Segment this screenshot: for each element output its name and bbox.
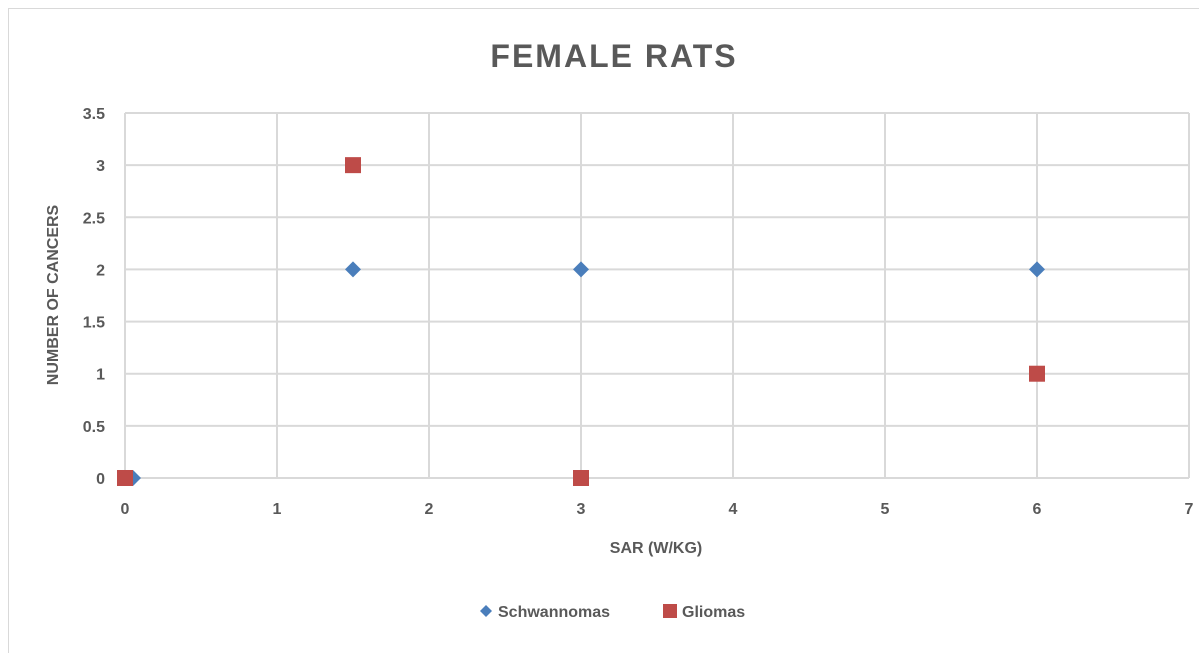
gridlines (124, 112, 1190, 479)
legend-diamond-icon (480, 605, 492, 617)
x-tick-label: 0 (121, 501, 130, 518)
gliomas-point (117, 470, 133, 486)
x-tick-label: 4 (729, 501, 738, 518)
legend: Schwannomas Gliomas (480, 604, 745, 621)
chart-frame (8, 8, 1199, 653)
x-tick-label: 6 (1033, 501, 1042, 518)
gliomas-point (345, 157, 361, 174)
y-axis-label: NUMBER OF CANCERS (45, 204, 62, 385)
gliomas-point (573, 470, 589, 486)
gliomas-point (1029, 365, 1045, 382)
y-tick-label: 1 (96, 367, 105, 384)
y-tick-label: 0 (96, 471, 105, 488)
chart-title: FEMALE RATS (490, 38, 737, 74)
legend-label: Schwannomas (498, 604, 610, 621)
y-axis-ticks: 0 0.5 1 1.5 2 2.5 3 3.5 (83, 106, 105, 488)
legend-square-icon (663, 604, 677, 618)
x-axis-ticks: 0 1 2 3 4 5 6 7 (121, 501, 1194, 518)
data-points (117, 157, 1045, 486)
legend-label: Gliomas (682, 604, 745, 621)
schwannomas-point (1029, 261, 1045, 278)
y-tick-label: 2.5 (83, 210, 105, 227)
schwannomas-point (345, 261, 361, 278)
x-axis-label: SAR (W/KG) (610, 540, 702, 557)
x-tick-label: 7 (1185, 501, 1194, 518)
schwannomas-point (573, 261, 589, 278)
y-tick-label: 2 (96, 262, 105, 279)
x-tick-label: 1 (273, 501, 282, 518)
x-tick-label: 2 (425, 501, 434, 518)
y-tick-label: 1.5 (83, 315, 105, 332)
x-tick-label: 5 (881, 501, 890, 518)
y-tick-label: 3 (96, 158, 105, 175)
y-tick-label: 0.5 (83, 419, 105, 436)
x-tick-label: 3 (577, 501, 586, 518)
y-tick-label: 3.5 (83, 106, 105, 123)
